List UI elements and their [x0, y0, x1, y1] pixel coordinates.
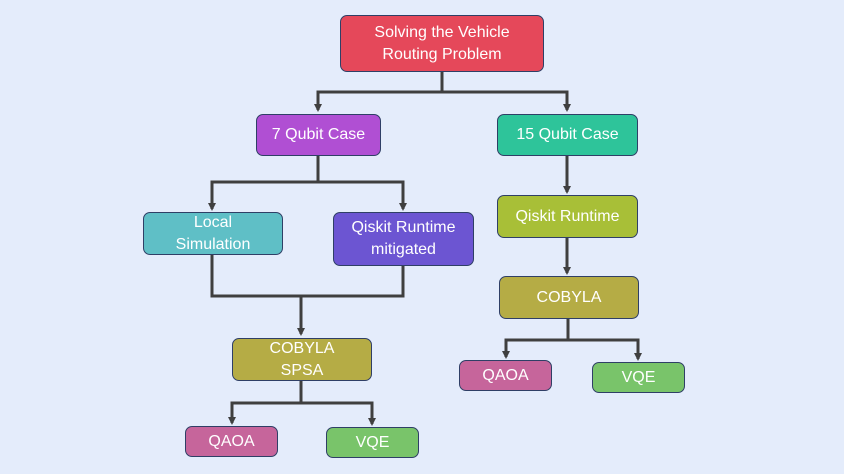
connector-case7-to-local-simulation [208, 156, 320, 211]
node-local-simulation: Local Simulation [143, 212, 283, 255]
node-qiskit-runtime-mitigated: Qiskit Runtime mitigated [333, 212, 474, 266]
connector-cobyla-spsa-to-vqe [301, 401, 376, 426]
node-vqe-7: VQE [326, 427, 419, 458]
node-root: Solving the Vehicle Routing Problem [340, 15, 544, 72]
connector-cobyla-to-vqe-15 [568, 338, 642, 361]
connector-root-to-cases [314, 72, 444, 112]
node-qiskit-runtime-15: Qiskit Runtime [497, 195, 638, 238]
node-cobyla-15: COBYLA [499, 276, 639, 319]
node-15-qubit-case: 15 Qubit Case [497, 114, 638, 156]
connector-merge-to-cobyla-spsa [210, 255, 405, 298]
node-vqe-15: VQE [592, 362, 685, 393]
connector-cobyla-to-qaoa-15 [502, 319, 570, 359]
node-qaoa-7: QAOA [185, 426, 278, 457]
connector-cobyla-spsa-to-qaoa [228, 381, 303, 425]
connector-root-to-case15 [442, 90, 571, 112]
node-cobyla-spsa: COBYLA SPSA [232, 338, 372, 381]
node-7-qubit-case: 7 Qubit Case [256, 114, 381, 156]
node-qaoa-15: QAOA [459, 360, 552, 391]
connector-case7-to-runtime-mitigated [318, 180, 407, 211]
